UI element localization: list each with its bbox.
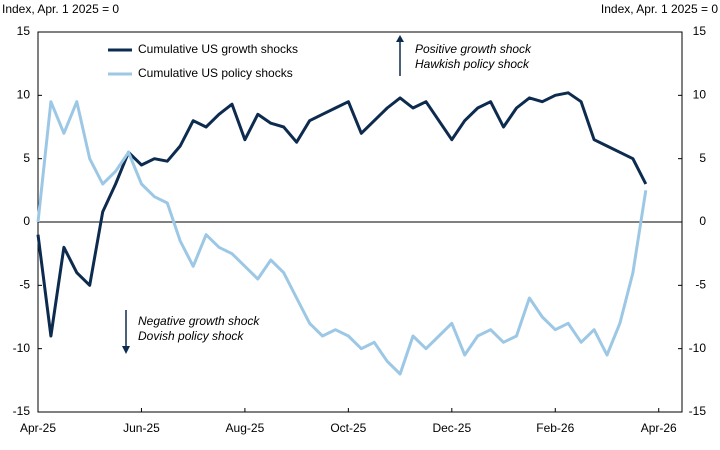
- y2-tick-label: 10: [693, 88, 707, 102]
- y-tick-label: 5: [23, 151, 30, 165]
- arrow-head: [396, 35, 404, 42]
- series-line: [36, 91, 648, 338]
- annotation: Hawkish policy shock: [415, 57, 530, 71]
- annotation: Dovish policy shock: [138, 329, 244, 343]
- y-tick-label: -15: [13, 404, 31, 418]
- y-tick-label: 15: [17, 24, 31, 38]
- x-tick-label: Feb-26: [536, 421, 574, 435]
- y-tick-label: 10: [17, 88, 31, 102]
- y2-axis-title: Index, Apr. 1 2025 = 0: [601, 2, 718, 16]
- y2-tick-label: 0: [699, 214, 706, 228]
- x-tick-label: Apr-26: [641, 421, 677, 435]
- x-tick-label: Apr-25: [20, 421, 56, 435]
- x-tick-label: Dec-25: [432, 421, 471, 435]
- y2-tick-label: 15: [693, 24, 707, 38]
- x-tick-label: Jun-25: [123, 421, 160, 435]
- y-axis-title: Index, Apr. 1 2025 = 0: [2, 2, 119, 16]
- x-tick-label: Oct-25: [330, 421, 366, 435]
- y-tick-label: -5: [19, 278, 30, 292]
- annotation: Negative growth shock: [138, 314, 260, 328]
- series-line: [36, 100, 648, 376]
- x-tick-label: Aug-25: [226, 421, 265, 435]
- legend-label: Cumulative US growth shocks: [138, 42, 298, 56]
- y2-tick-label: -15: [689, 404, 707, 418]
- y2-tick-label: -10: [689, 341, 707, 355]
- arrow-head: [122, 346, 130, 354]
- legend-label: Cumulative US policy shocks: [138, 66, 293, 80]
- y2-tick-label: 5: [699, 151, 706, 165]
- y2-tick-label: -5: [695, 278, 706, 292]
- y-tick-label: 0: [23, 214, 30, 228]
- y-tick-label: -10: [13, 341, 31, 355]
- annotation: Positive growth shock: [415, 42, 532, 56]
